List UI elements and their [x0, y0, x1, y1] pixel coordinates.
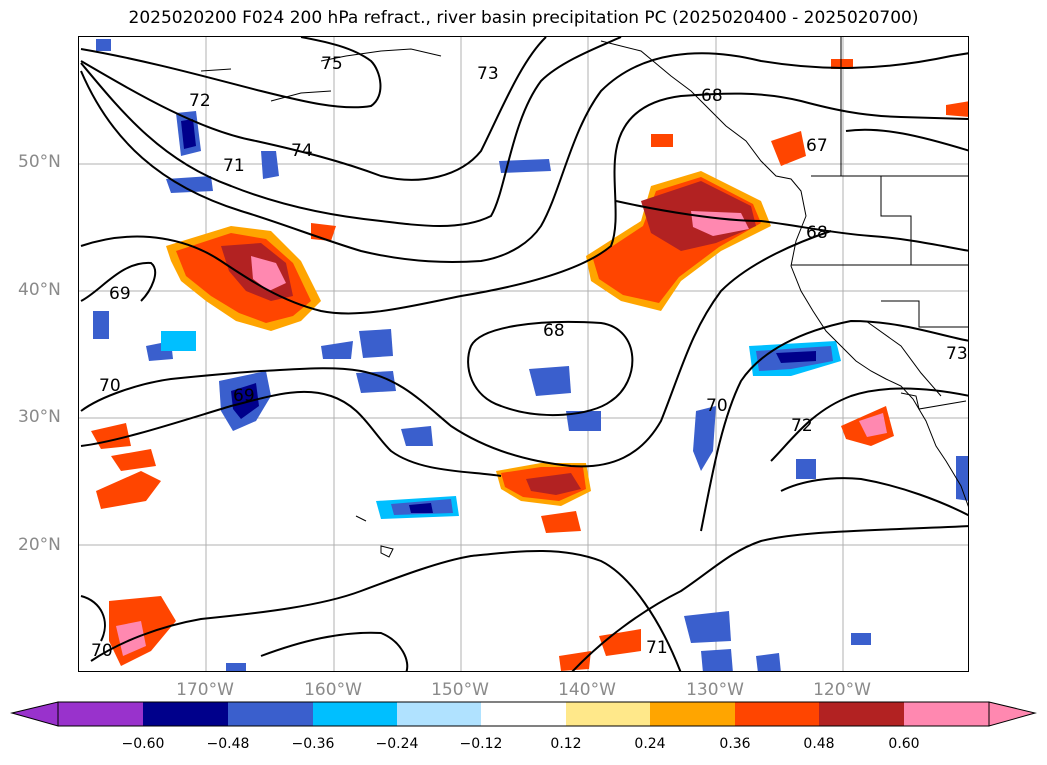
- map-title: 2025020200 F024 200 hPa refract., river …: [128, 8, 919, 28]
- colorbar-bin: [904, 702, 989, 726]
- contour-label: 67: [806, 136, 828, 156]
- lat-label-50n: 50°N: [18, 152, 61, 172]
- lon-label-140w: 140°W: [558, 680, 616, 700]
- contour-label: 71: [646, 638, 668, 658]
- colorbar-tick: −0.36: [291, 736, 335, 752]
- colorbar-bin: [819, 702, 904, 726]
- colorbar-bin: [313, 702, 397, 726]
- colorbar-bin: [735, 702, 819, 726]
- colorbar-bin: [143, 702, 228, 726]
- contour-label: 71: [223, 156, 245, 176]
- contour-label: 70: [706, 396, 728, 416]
- lon-label-170w: 170°W: [176, 680, 234, 700]
- contour-label: 75: [321, 54, 343, 74]
- colorbar-tick: 0.36: [719, 736, 751, 752]
- contour-label: 70: [91, 641, 113, 661]
- colorbar-bin: [566, 702, 650, 726]
- contour-label: 72: [791, 416, 813, 436]
- coastlines: [200, 37, 968, 558]
- colorbar-bin: [481, 702, 566, 726]
- colorbar-extend-max: [988, 701, 1037, 727]
- contour-label: 68: [543, 321, 565, 341]
- colorbar-bin: [397, 702, 481, 726]
- map-canvas: 75 73 72 74 71 69 70 68 68 69 67 68 70 7…: [79, 37, 968, 671]
- colorbar-tick: −0.48: [206, 736, 250, 752]
- colorbar-tick: 0.60: [888, 736, 920, 752]
- blob-pos-sw: [91, 423, 131, 449]
- contour-label: 70: [99, 376, 121, 396]
- contour-label: 74: [291, 141, 313, 161]
- lat-label-30n: 30°N: [18, 407, 61, 427]
- lat-label-20n: 20°N: [18, 535, 61, 555]
- blob-neg-central: [529, 366, 571, 396]
- colorbar-bin: [650, 702, 735, 726]
- colorbar-tick: −0.60: [121, 736, 165, 752]
- contour-label: 69: [109, 284, 131, 304]
- contour-label: 73: [477, 64, 499, 84]
- contour-label: 72: [189, 91, 211, 111]
- colorbar-tick: 0.48: [803, 736, 835, 752]
- negative-anomalies: [93, 39, 968, 671]
- lon-label-160w: 160°W: [304, 680, 362, 700]
- colorbar-tick: 0.12: [550, 736, 582, 752]
- lon-label-120w: 120°W: [813, 680, 871, 700]
- colorbar-tick: 0.24: [634, 736, 666, 752]
- map-panel: 75 73 72 74 71 69 70 68 68 69 67 68 70 7…: [78, 36, 969, 672]
- lon-label-150w: 150°W: [431, 680, 489, 700]
- lat-label-40n: 40°N: [18, 280, 61, 300]
- contour-lines: [80, 37, 968, 671]
- colorbar-bin: [228, 702, 313, 726]
- colorbar-tick: −0.12: [459, 736, 503, 752]
- contour-label: 73: [946, 344, 968, 364]
- contour-label: 68: [701, 86, 723, 106]
- colorbar-bin: [58, 702, 143, 726]
- colorbar: [10, 701, 1037, 727]
- contour-label: 68: [806, 223, 828, 243]
- contour-label: 69: [233, 386, 255, 406]
- lon-label-130w: 130°W: [686, 680, 744, 700]
- colorbar-extend-min: [10, 701, 59, 727]
- positive-anomalies: [91, 59, 968, 671]
- colorbar-tick: −0.24: [375, 736, 419, 752]
- contour-label-group: 75 73 72 74 71 69 70 68 68 69 67 68 70 7…: [91, 54, 968, 661]
